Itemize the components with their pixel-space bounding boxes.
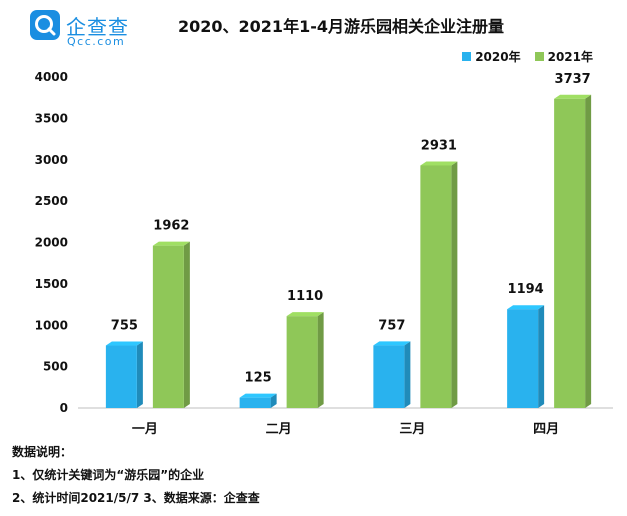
bar-2020年-三月 <box>373 345 405 408</box>
chart-title: 2020、2021年1-4月游乐园相关企业注册量 <box>178 17 504 36</box>
data-label: 1194 <box>508 282 544 297</box>
bar-top <box>373 341 411 346</box>
bar-top <box>239 393 277 398</box>
x-tick-label: 二月 <box>266 422 292 437</box>
bar-top <box>105 341 143 346</box>
y-tick-label: 3500 <box>35 111 68 125</box>
legend-label-2020: 2020年 <box>475 50 521 64</box>
bar-top <box>420 161 458 166</box>
bar-side <box>538 305 545 408</box>
bar-side <box>317 312 324 408</box>
bar-top <box>286 312 324 317</box>
x-tick-label: 一月 <box>132 422 158 437</box>
bar-side <box>136 341 143 408</box>
bar-side <box>270 393 277 408</box>
legend: 2020年 2021年 <box>462 48 593 65</box>
bar-side <box>183 241 190 408</box>
qcc-logo: 企查查 Qcc.com <box>30 10 165 50</box>
y-tick-label: 1500 <box>35 277 68 291</box>
bar-2020年-一月 <box>105 345 137 408</box>
notes-line-1: 1、仅统计关键词为“游乐园”的企业 <box>12 468 205 482</box>
data-label: 757 <box>378 318 405 333</box>
bar-2020年-四月 <box>507 309 539 408</box>
bar-top <box>507 305 545 310</box>
logo-text-en: Qcc.com <box>67 35 126 48</box>
y-tick-label: 1000 <box>35 318 68 332</box>
bar-side <box>585 94 592 409</box>
data-label: 1962 <box>153 219 189 234</box>
bar-2021年-三月 <box>420 165 452 408</box>
x-tick-label: 四月 <box>533 422 559 437</box>
data-notes: 数据说明： 1、仅统计关键词为“游乐园”的企业 2、统计时间2021/5/7 3… <box>12 441 260 510</box>
bar-2020年-二月 <box>239 397 271 408</box>
bar-2021年-二月 <box>286 316 318 408</box>
y-tick-label: 3000 <box>35 153 68 167</box>
x-tick-label: 三月 <box>399 422 425 437</box>
legend-label-2021: 2021年 <box>547 50 593 64</box>
legend-item-2021: 2021年 <box>534 48 593 65</box>
bar-top <box>554 94 592 99</box>
y-tick-label: 2500 <box>35 194 68 208</box>
y-tick-label: 500 <box>43 360 68 374</box>
data-label: 1110 <box>287 289 323 304</box>
legend-swatch-2021 <box>534 52 544 61</box>
bar-2021年-四月 <box>554 98 586 409</box>
legend-item-2020: 2020年 <box>462 48 521 65</box>
bar-top <box>152 241 190 246</box>
notes-line-2: 2、统计时间2021/5/7 3、数据来源：企查查 <box>12 491 260 505</box>
bar-side <box>451 161 458 408</box>
y-tick-label: 2000 <box>35 236 68 250</box>
data-label: 3737 <box>555 72 591 87</box>
data-label: 2931 <box>421 138 457 153</box>
y-tick-label: 4000 <box>35 70 68 84</box>
data-label: 755 <box>111 319 138 334</box>
magnifier-logo-icon <box>30 10 60 40</box>
y-tick-label: 0 <box>60 401 68 415</box>
logo-text-cn: 企查查 <box>66 15 129 39</box>
data-label: 125 <box>245 371 272 386</box>
legend-swatch-2020 <box>462 52 472 61</box>
bar-2021年-一月 <box>152 245 184 408</box>
bar-chart: 0 500 1000 1500 2000 2500 3000 3500 4000 755 1962 一… <box>35 70 613 437</box>
bar-side <box>404 341 411 408</box>
notes-heading: 数据说明： <box>12 445 73 459</box>
